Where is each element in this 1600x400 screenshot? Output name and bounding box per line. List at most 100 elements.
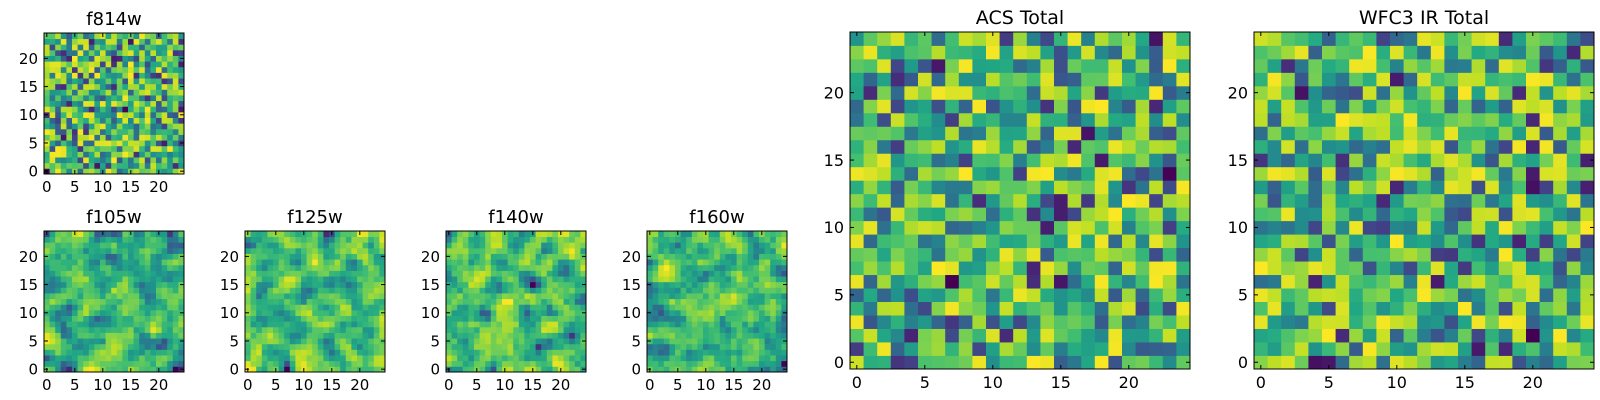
heatmap-cell	[518, 287, 525, 294]
heatmap-cell	[742, 276, 749, 283]
heatmap-cell	[178, 66, 185, 73]
heatmap-cell	[178, 349, 185, 356]
heatmap-cell	[105, 355, 112, 362]
heatmap-cell	[574, 231, 581, 238]
x-tick-label: 20	[149, 376, 168, 394]
heatmap-cell	[1362, 166, 1377, 181]
heatmap-cell	[904, 247, 919, 262]
heatmap-cell	[1322, 234, 1336, 249]
heatmap-cell	[133, 168, 140, 175]
heatmap-cell	[295, 264, 302, 271]
heatmap-cell	[357, 242, 363, 249]
heatmap-cell	[156, 123, 162, 130]
heatmap-cell	[49, 168, 56, 175]
heatmap-cell	[301, 287, 307, 294]
heatmap-cell	[770, 281, 777, 288]
heatmap-cell	[351, 253, 358, 260]
heatmap-cell	[111, 298, 118, 305]
heatmap-cell	[485, 349, 492, 356]
heatmap-cell	[680, 264, 687, 271]
heatmap-cell	[1485, 139, 1500, 154]
y-tick-label: 20	[19, 248, 38, 266]
heatmap-cell	[167, 242, 174, 249]
heatmap-cell	[986, 32, 1000, 46]
heatmap-cell	[1267, 207, 1282, 222]
heatmap-cell	[289, 264, 296, 271]
heatmap-cell	[686, 349, 693, 356]
heatmap-cell	[1417, 126, 1432, 141]
panel-title: f140w	[488, 207, 543, 228]
heatmap-cell	[1376, 288, 1391, 302]
heatmap-cell	[1362, 45, 1377, 60]
heatmap-cell	[770, 338, 777, 345]
heatmap-cell	[535, 293, 542, 300]
heatmap-cell	[128, 44, 134, 51]
heatmap-cell	[116, 287, 123, 294]
heatmap-cell	[161, 304, 168, 311]
heatmap-cell	[686, 242, 693, 249]
heatmap-cell	[863, 153, 878, 168]
heatmap-cell	[781, 298, 788, 305]
heatmap-cell	[60, 123, 67, 130]
heatmap-cell	[1026, 58, 1041, 73]
heatmap-cell	[1335, 112, 1350, 127]
heatmap-cell	[1054, 328, 1068, 343]
heatmap-cell	[1149, 193, 1164, 208]
heatmap-cell	[691, 281, 698, 288]
heatmap-cell	[1294, 193, 1309, 208]
heatmap-cell	[49, 231, 56, 238]
heatmap-cell	[462, 270, 469, 277]
heatmap-cell	[362, 349, 369, 356]
heatmap-cell	[301, 360, 307, 367]
heatmap-cell	[1566, 274, 1581, 289]
heatmap-cell	[462, 281, 469, 288]
heatmap-cell	[55, 332, 62, 339]
heatmap-cell	[468, 281, 475, 288]
heatmap-cell	[133, 321, 140, 328]
heatmap-cell	[931, 301, 946, 316]
heatmap-cell	[759, 287, 765, 294]
heatmap-cell	[742, 321, 749, 328]
heatmap-cell	[156, 349, 162, 356]
heatmap-cell	[329, 293, 335, 300]
heatmap-cell	[88, 55, 95, 62]
heatmap-cell	[446, 298, 452, 305]
heatmap-cell	[1430, 342, 1445, 356]
heatmap-cell	[379, 259, 386, 266]
heatmap-cell	[708, 315, 715, 322]
heatmap-cell	[1094, 220, 1109, 235]
panel-title: ACS Total	[976, 7, 1064, 29]
heatmap-cell	[945, 85, 960, 100]
heatmap-cell	[1444, 193, 1459, 208]
heatmap-cell	[1349, 58, 1364, 73]
heatmap-cell	[44, 44, 50, 51]
heatmap-cell	[323, 343, 330, 350]
heatmap-cell	[1026, 328, 1041, 343]
heatmap-cell	[1176, 180, 1191, 195]
heatmap-cell	[312, 293, 319, 300]
heatmap-cell	[999, 139, 1014, 154]
heatmap-cell	[116, 309, 123, 316]
heatmap-cell	[490, 298, 497, 305]
heatmap-cell	[150, 264, 157, 271]
heatmap-cell	[150, 151, 157, 158]
heatmap-cell	[719, 343, 726, 350]
heatmap-cell	[44, 293, 50, 300]
heatmap-cell	[77, 106, 84, 113]
heatmap-cell	[686, 360, 693, 367]
heatmap-cell	[775, 349, 782, 356]
heatmap-cell	[1539, 234, 1554, 249]
heatmap-cell	[373, 236, 380, 243]
heatmap-cell	[256, 360, 263, 367]
heatmap-cell	[1176, 193, 1191, 208]
heatmap-cell	[541, 309, 548, 316]
heatmap-cell	[362, 236, 369, 243]
heatmap-cell	[1067, 220, 1082, 235]
heatmap-cell	[284, 298, 291, 305]
heatmap-cell	[490, 343, 497, 350]
heatmap-cell	[1040, 234, 1055, 249]
heatmap-cell	[334, 360, 341, 367]
heatmap-cell	[1122, 315, 1136, 329]
heatmap-cell	[877, 139, 892, 154]
heatmap-cell	[72, 55, 78, 62]
